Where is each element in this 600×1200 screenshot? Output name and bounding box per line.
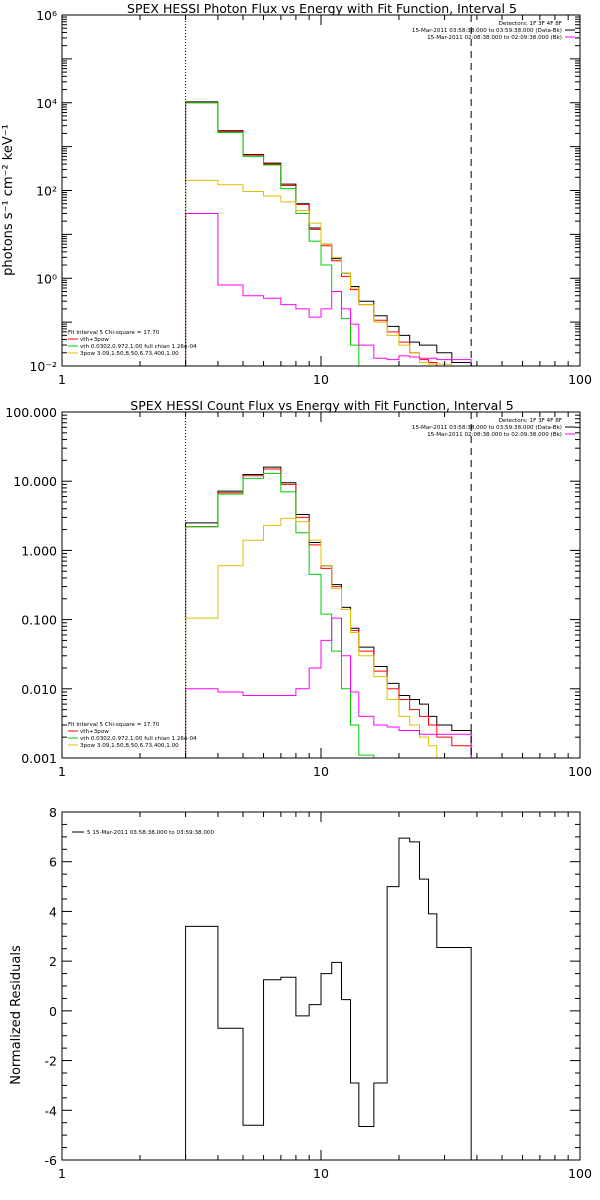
legend-entry: vth+3pow	[80, 337, 109, 343]
count-flux-chart: SPEX HESSI Count Flux vs Energy with Fit…	[5, 398, 592, 779]
y-tick-label: 10²	[36, 184, 57, 199]
y-tick-label: 10⁰	[36, 271, 57, 286]
x-tick-label: 1	[58, 764, 66, 779]
x-tick-label: 10	[313, 1166, 329, 1181]
y-tick-label: 1.000	[21, 543, 57, 558]
legend-entry: Detectors: 1F 3F 4F 8F	[499, 21, 562, 27]
x-tick-label: 100	[568, 1166, 592, 1181]
residuals-chart: Normalized Residuals 1 10 100 -6 -4 -2 0 2 4 6 8 5 …	[9, 805, 592, 1181]
x-tick-label: 1	[58, 1166, 66, 1181]
y-tick-label: 0	[49, 1004, 57, 1019]
legend-entry: Detectors: 1F 3F 4F 8F	[499, 418, 562, 424]
series-line-3	[185, 179, 472, 366]
y-tick-label: -2	[45, 1054, 57, 1069]
legend-entry: 15-Mar-2011 03:58:38.000 to 03:59:38.000…	[412, 28, 562, 34]
x-tick-label: 1	[58, 372, 66, 387]
y-tick-label: 10⁴	[36, 96, 57, 111]
legend-entry: Fit Interval 5 Chi-square = 17.70	[68, 330, 160, 336]
series-line-2	[185, 472, 472, 758]
series-line-0	[185, 466, 472, 758]
series-line-2	[185, 102, 472, 366]
y-tick-label: -6	[45, 1153, 58, 1168]
y-tick-label: 100.000	[5, 405, 57, 420]
legend-entry: 3pow 3.09,1.50,8.50,6.73,400,1.00	[80, 351, 179, 357]
series-line-0	[185, 101, 472, 366]
series-line-3	[185, 517, 472, 758]
chart-title: SPEX HESSI Count Flux vs Energy with Fit…	[130, 398, 513, 413]
legend-entry: vth+3pow	[80, 729, 109, 735]
legend-entry: 3pow 3.09,1.50,8.50,6.73,400,1.00	[80, 743, 179, 749]
x-tick-label: 100	[568, 372, 592, 387]
y-axis-label: Normalized Residuals	[9, 945, 24, 1085]
y-tick-label: 0.010	[21, 682, 57, 697]
chart-title: SPEX HESSI Photon Flux vs Energy with Fi…	[127, 1, 517, 16]
y-tick-label: -4	[45, 1103, 58, 1118]
x-tick-label: 10	[313, 764, 329, 779]
x-tick-label: 10	[313, 372, 329, 387]
legend-entry: Fit Interval 5 Chi-square = 17.70	[68, 722, 160, 728]
y-tick-label: 10⁶	[36, 8, 57, 23]
y-axis-label: photons s⁻¹ cm⁻² keV⁻¹	[1, 124, 16, 276]
x-tick-label: 100	[568, 764, 592, 779]
series-line-4	[185, 212, 472, 366]
y-tick-label: 6	[49, 855, 57, 870]
legend-entry: vth 0.0302,0.972,1.00 full chian 1.26e-0…	[80, 736, 197, 742]
y-tick-label: 10⁻²	[29, 359, 57, 374]
series-line-0	[185, 837, 472, 1160]
series-line-1	[185, 102, 472, 366]
legend-entry: vth 0.0302,0.972,1.00 full chian 1.26e-0…	[80, 344, 197, 350]
y-tick-label: 8	[49, 805, 57, 820]
y-tick-label: 0.001	[21, 751, 57, 766]
y-tick-label: 2	[49, 954, 57, 969]
legend-entry: 5 15-Mar-2011 03:58:38.000 to 03:59:38.0…	[87, 830, 214, 836]
legend-entry: 15-Mar-2011 02:08:38.000 to 02:09:38.000…	[427, 432, 562, 438]
legend-entry: 15-Mar-2011 02:08:38.000 to 02:09:38.000…	[427, 35, 562, 41]
y-tick-label: 4	[49, 904, 57, 919]
series-line-4	[185, 617, 472, 758]
y-tick-label: 0.100	[21, 613, 57, 628]
photon-flux-chart: SPEX HESSI Photon Flux vs Energy with Fi…	[1, 1, 592, 387]
legend-entry: 15-Mar-2011 03:58:38.000 to 03:59:38.000…	[412, 425, 562, 431]
y-tick-label: 10.000	[13, 474, 57, 489]
